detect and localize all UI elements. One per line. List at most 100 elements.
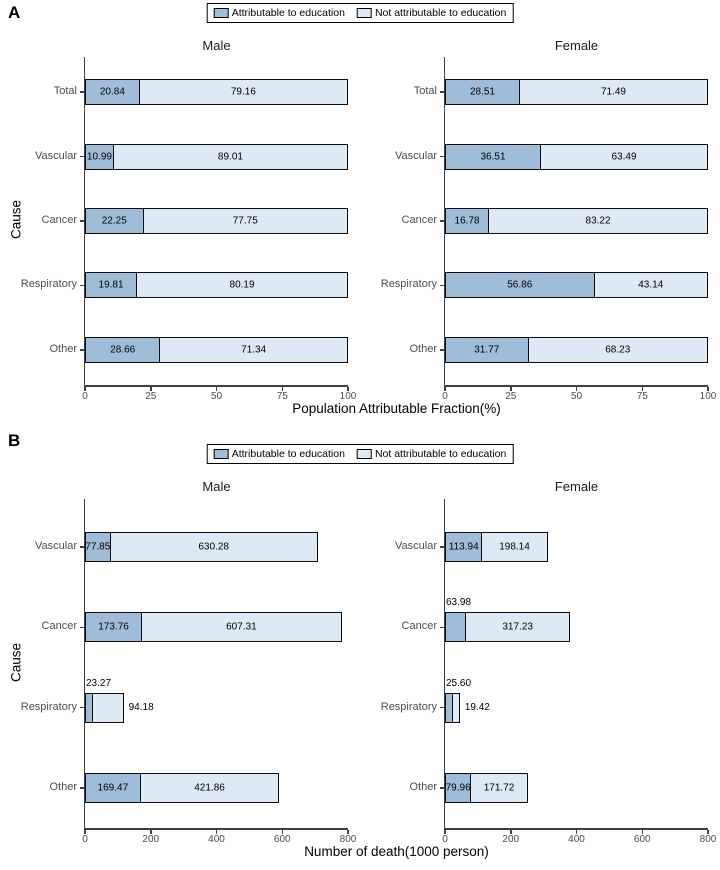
bar-row: 19.81 80.19	[85, 272, 348, 299]
bar-segment-attributable: 10.99	[85, 143, 114, 170]
bar-row: 22.25 77.75	[85, 208, 348, 234]
y-tick	[439, 626, 444, 629]
swatch-dark-blue	[213, 449, 229, 459]
x-axis-line	[83, 385, 348, 387]
legend: Attributable to education Not attributabl…	[206, 3, 514, 23]
y-tick	[79, 284, 84, 287]
x-tick-label: 600	[633, 834, 651, 845]
segment-value-label: 19.81	[98, 279, 124, 291]
y-tick	[79, 155, 84, 158]
x-tick	[707, 829, 709, 834]
legend-item-label: Not attributable to education	[374, 7, 507, 19]
bar-row: 31.77 68.23	[445, 336, 708, 363]
y-tick	[439, 284, 444, 287]
segment-value-label: 79.96	[445, 782, 471, 794]
x-tick	[281, 386, 283, 391]
swatch-dark-blue	[213, 8, 229, 18]
x-tick	[215, 829, 218, 834]
category-label: Total	[53, 85, 77, 98]
x-tick-label: 400	[208, 834, 225, 845]
segment-value-label: 173.76	[98, 621, 129, 633]
bar-segment-attributable: 173.76	[85, 612, 143, 643]
x-tick-label: 75	[636, 391, 648, 402]
category-label: Cancer	[41, 620, 77, 633]
segment-value-label: 83.22	[585, 215, 611, 227]
x-tick-label: 0	[82, 834, 88, 845]
y-axis-line	[83, 499, 85, 830]
x-tick-label: 25	[505, 391, 517, 402]
legend-item-label: Attributable to education	[231, 448, 345, 460]
bar-segment-attributable: 36.51	[445, 143, 542, 170]
bar-row: 16.78 83.22	[445, 208, 708, 234]
x-tick-label: 400	[568, 834, 585, 845]
segment-value-label-above: 23.27	[86, 677, 112, 689]
segment-value-label: 22.25	[101, 215, 127, 227]
bar-segment-not-attributable: 198.14	[482, 532, 548, 563]
segment-value-label-above: 25.60	[446, 677, 472, 689]
segment-value-label: 20.84	[99, 86, 125, 98]
bar-segment-not-attributable: 63.49	[541, 143, 708, 170]
bar-row: 169.47 421.86	[85, 772, 280, 803]
segment-value-label: 607.31	[226, 621, 257, 633]
y-tick	[79, 706, 84, 709]
bar-segment-not-attributable: 79.16	[139, 79, 348, 106]
bar-segment-attributable: 28.66	[85, 336, 161, 363]
bar-segment-not-attributable: 317.23	[466, 612, 571, 643]
bar-row: 173.76 607.31	[85, 612, 342, 643]
segment-value-label: 113.94	[448, 541, 479, 553]
segment-value-label: 43.14	[638, 279, 664, 291]
panel-B-facet-male-title: Male	[202, 479, 231, 494]
bar-segment-not-attributable: 83.22	[489, 208, 708, 234]
bar-row: 113.94 198.14	[445, 532, 548, 563]
y-axis-line	[83, 57, 85, 387]
panel-A-letter: A	[8, 3, 21, 22]
y-tick	[439, 787, 444, 789]
x-tick	[150, 386, 152, 391]
bar-segment-not-attributable: 80.19	[137, 272, 348, 299]
bar-segment-not-attributable: 89.01	[113, 143, 348, 170]
x-tick	[215, 386, 218, 391]
bar-segment-attributable: 169.47	[85, 772, 141, 803]
x-axis-title: Number of death(1000 person)	[304, 844, 489, 859]
category-label: Cancer	[41, 214, 77, 226]
x-tick-label: 0	[442, 834, 448, 845]
bar-row: 56.86 43.14	[445, 272, 708, 299]
segment-value-label: 79.16	[230, 86, 256, 98]
category-label: Total	[413, 85, 437, 98]
segment-value-label: 68.23	[605, 344, 631, 356]
x-tick	[510, 829, 512, 834]
y-tick	[439, 220, 444, 222]
y-tick	[79, 349, 84, 351]
bar-row: 79.96 171.72	[445, 772, 528, 803]
x-tick-label: 800	[339, 834, 357, 845]
segment-value-label: 16.78	[454, 215, 480, 227]
segment-value-label: 36.51	[480, 151, 506, 163]
x-tick	[150, 829, 152, 834]
x-tick	[84, 829, 86, 834]
bar-segment-attributable: 20.84	[85, 79, 140, 106]
swatch-light-blue	[356, 449, 372, 459]
legend-item: Not attributable to education	[356, 448, 506, 460]
x-axis-line	[443, 385, 708, 387]
bar-row: 20.84 79.16	[85, 79, 348, 106]
segment-value-label: 421.86	[194, 782, 225, 794]
y-tick	[439, 91, 444, 93]
category-label: Vascular	[35, 540, 77, 553]
panel-A-facet-female-title: Female	[554, 38, 599, 53]
bar-row: 317.23	[445, 612, 571, 643]
y-tick	[439, 706, 444, 709]
panel-B-facet-female-title: Female	[554, 479, 599, 494]
legend-item-label: Attributable to education	[231, 7, 345, 19]
bar-segment-not-attributable: 43.14	[594, 272, 708, 299]
segment-value-label: 630.28	[198, 541, 229, 553]
segment-value-label: 77.85	[85, 541, 111, 553]
x-tick-label: 75	[276, 391, 288, 402]
y-tick	[79, 787, 84, 789]
y-tick	[439, 546, 444, 548]
x-tick-label: 25	[145, 391, 157, 402]
legend-item: Attributable to education	[213, 448, 345, 460]
bar-row: 28.51 71.49	[445, 79, 708, 106]
category-label: Respiratory	[20, 278, 77, 291]
segment-value-label: 31.77	[474, 344, 500, 356]
category-label: Vascular	[395, 149, 437, 162]
